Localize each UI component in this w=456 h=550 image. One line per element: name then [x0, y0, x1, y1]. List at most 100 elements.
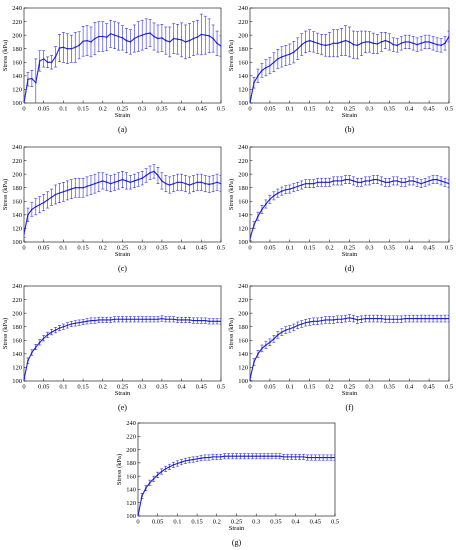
data-point [62, 325, 65, 328]
data-point [176, 319, 179, 321]
x-tick-label: 0.05 [38, 384, 49, 391]
data-point [292, 326, 295, 329]
x-tick-label: 0.1 [286, 384, 294, 391]
data-point [320, 43, 323, 46]
data-point [145, 318, 147, 321]
y-tick-label: 240 [126, 420, 136, 427]
data-point [320, 181, 323, 184]
data-point [82, 186, 84, 189]
data-point [257, 353, 259, 355]
x-tick-label: 0.15 [77, 384, 88, 391]
data-point [204, 319, 207, 322]
data-point [196, 458, 198, 460]
data-point [227, 455, 230, 458]
data-point [86, 320, 88, 323]
x-tick-label: 0.5 [217, 245, 225, 252]
data-point [440, 317, 442, 320]
y-tick-label: 240 [12, 283, 22, 290]
y-tick-label: 220 [238, 297, 248, 304]
data-point [273, 195, 275, 197]
data-point [204, 456, 206, 459]
x-tick-label: 0.35 [156, 245, 167, 252]
data-point [58, 327, 61, 329]
x-tick-label: 0.15 [77, 245, 88, 252]
x-tick-label: 0.3 [365, 384, 373, 391]
y-tick-label: 140 [12, 351, 22, 358]
y-tick-label: 220 [238, 19, 248, 26]
x-tick-label: 0.25 [344, 106, 355, 113]
data-point [192, 182, 195, 185]
y-tick-label: 140 [12, 73, 22, 80]
y-tick-label: 160 [12, 59, 22, 66]
chart-panel-e: 100 120 140 160 180 200 220 240 0 0.05 0.1 0.15 0.2 0… [2, 283, 225, 412]
data-point [388, 41, 391, 43]
x-tick-label: 0.25 [117, 384, 128, 391]
x-tick-label: 0.35 [270, 519, 281, 526]
data-point [444, 181, 446, 184]
data-point [50, 196, 53, 199]
data-point [376, 317, 379, 320]
data-point [336, 180, 339, 182]
data-point [200, 33, 203, 36]
data-point [444, 317, 446, 320]
data-point [184, 319, 187, 321]
data-point [105, 36, 108, 38]
x-tick-label: 0.2 [99, 245, 107, 252]
data-point [58, 47, 61, 49]
data-point [273, 61, 275, 64]
data-point [192, 319, 195, 322]
data-point [220, 320, 221, 323]
data-point [380, 317, 383, 320]
data-point [168, 41, 171, 43]
data-point [141, 495, 143, 497]
data-point [340, 318, 343, 321]
y-tick-label: 140 [126, 487, 136, 494]
data-point [200, 181, 203, 184]
data-point [302, 456, 305, 458]
y-tick-label: 100 [238, 100, 248, 107]
data-point [98, 319, 100, 321]
data-point [46, 334, 49, 336]
data-point [220, 45, 221, 47]
y-tick-label: 160 [238, 198, 248, 205]
data-point [250, 378, 251, 380]
data-point [70, 47, 73, 50]
data-point [153, 170, 155, 173]
data-point [356, 319, 359, 321]
y-tick-label: 220 [12, 19, 22, 26]
data-layer [24, 164, 221, 238]
y-tick-label: 180 [238, 46, 248, 53]
x-tick-label: 0.5 [445, 384, 453, 391]
data-point [98, 181, 100, 184]
x-tick-label: 0.1 [173, 519, 181, 526]
data-point [332, 42, 335, 45]
x-tick-label: 0 [22, 106, 25, 113]
data-point [74, 46, 77, 49]
data-point [275, 455, 277, 458]
data-point [165, 182, 167, 185]
data-point [269, 198, 271, 201]
data-point [316, 320, 319, 323]
data-point [364, 41, 367, 43]
data-point [428, 180, 430, 182]
data-point [408, 180, 411, 182]
data-point [344, 178, 347, 181]
data-point [137, 318, 140, 321]
data-point [133, 180, 136, 182]
data-point [396, 318, 399, 321]
data-point [125, 39, 128, 42]
y-tick-label: 240 [238, 283, 248, 290]
data-point [384, 39, 387, 42]
data-point [308, 39, 311, 42]
y-tick-label: 160 [238, 59, 248, 66]
x-tick-label: 0 [22, 245, 25, 252]
data-point [412, 180, 414, 182]
y-tick-label: 100 [12, 100, 22, 107]
data-point [324, 44, 327, 47]
data-point [168, 318, 171, 321]
data-point [149, 32, 151, 34]
data-point [74, 322, 77, 325]
data-point [117, 35, 120, 38]
x-axis-label: Strain [115, 251, 131, 258]
data-point [188, 459, 191, 462]
